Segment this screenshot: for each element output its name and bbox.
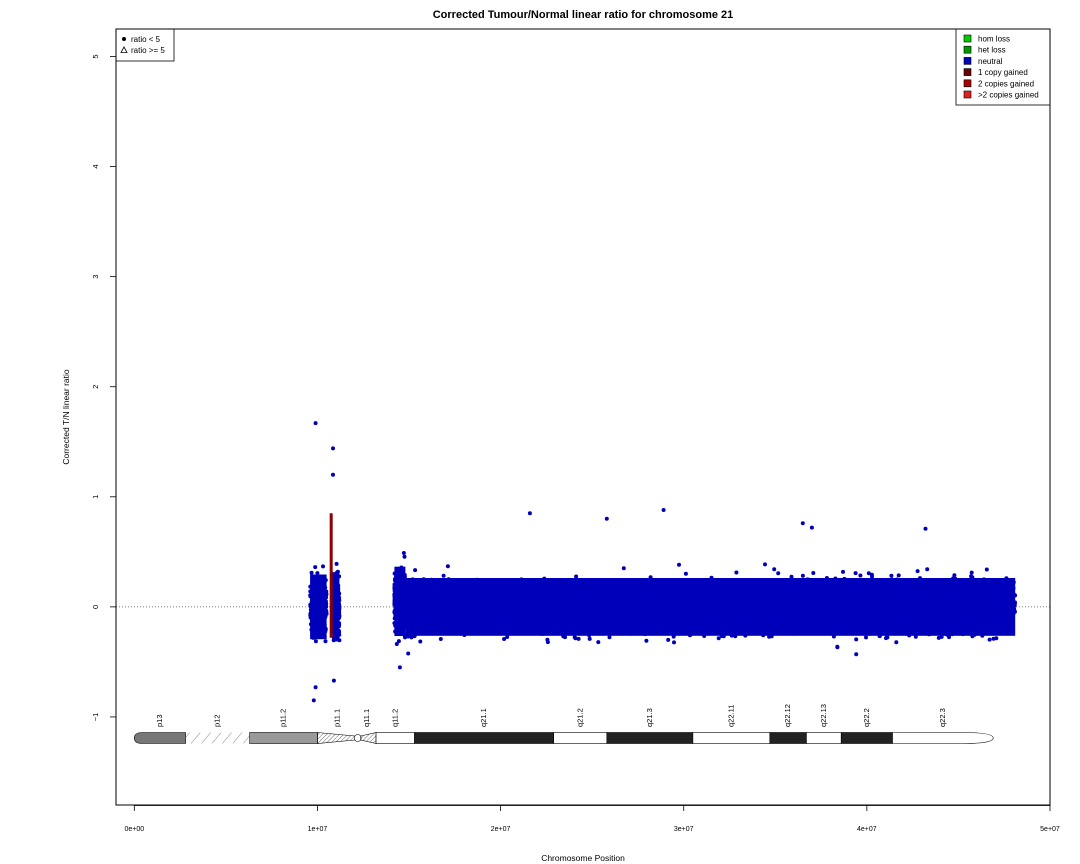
data-point: [313, 565, 318, 570]
data-point: [884, 636, 888, 641]
data-points: [308, 421, 1018, 703]
data-point: [576, 636, 581, 641]
x-axis-label: Chromosome Position: [541, 853, 625, 863]
data-point: [672, 640, 676, 645]
data-point: [545, 640, 550, 645]
data-point: [789, 574, 794, 579]
data-point: [607, 635, 612, 640]
data-point: [987, 637, 992, 642]
data-point: [683, 571, 688, 576]
data-point: [811, 571, 816, 575]
data-point: [394, 642, 399, 646]
data-point: [413, 568, 418, 573]
data-density-band: [310, 574, 327, 640]
data-point: [763, 562, 767, 567]
data-point: [716, 636, 721, 641]
data-point: [853, 571, 858, 576]
data-point: [666, 637, 671, 642]
data-point: [621, 566, 626, 571]
data-point: [915, 569, 920, 574]
data-point: [596, 640, 601, 645]
data-point: [952, 573, 957, 578]
data-density-band: [394, 566, 406, 636]
data-point: [866, 571, 871, 576]
data-point: [402, 554, 407, 559]
data-point: [396, 639, 401, 644]
y-axis-label: Corrected T/N linear ratio: [61, 369, 71, 465]
chart-title: Corrected Tumour/Normal linear ratio for…: [433, 9, 734, 21]
data-point: [445, 564, 450, 569]
data-density-band: [332, 572, 340, 642]
data-point: [321, 564, 325, 569]
data-point: [401, 551, 406, 555]
data-point: [409, 635, 414, 640]
data-point: [323, 639, 328, 644]
data-point: [574, 574, 579, 579]
data-point: [858, 573, 863, 578]
data-point: [644, 638, 649, 643]
data-point: [315, 571, 320, 576]
data-point: [854, 652, 859, 657]
data-point: [864, 635, 868, 640]
data-point: [939, 634, 944, 639]
data-point: [418, 639, 423, 644]
data-point: [572, 635, 577, 640]
data-point: [800, 573, 805, 578]
data-point: [772, 567, 777, 572]
data-point: [438, 637, 443, 641]
data-point: [313, 639, 318, 644]
data-point: [889, 573, 894, 578]
data-point: [334, 561, 339, 566]
data-point: [309, 570, 314, 575]
